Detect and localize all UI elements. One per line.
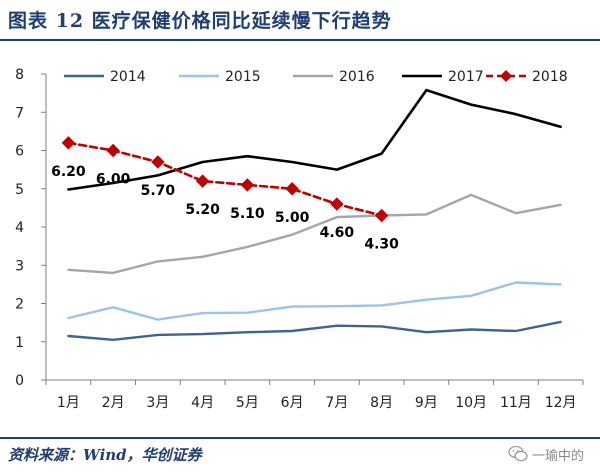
series-point-2018 xyxy=(195,174,210,188)
series-point-2018 xyxy=(106,143,120,158)
series-point-2018 xyxy=(240,178,255,192)
x-tick-label: 8月 xyxy=(370,395,393,411)
series-line-2016 xyxy=(67,193,562,275)
y-tick-label: 2 xyxy=(15,297,24,313)
legend-label-2018: 2018 xyxy=(532,69,568,85)
series-line-2018 xyxy=(67,141,383,217)
series-point-2018 xyxy=(151,155,165,169)
data-label: 5.00 xyxy=(275,210,310,226)
x-tick-label: 4月 xyxy=(191,395,214,411)
x-tick-label: 1月 xyxy=(57,395,80,411)
legend-label-2016: 2016 xyxy=(339,69,375,85)
top-rule xyxy=(0,39,600,41)
data-label: 5.70 xyxy=(141,183,176,199)
source-note: 资料来源：Wind，华创证券 xyxy=(8,446,202,464)
legend-label-2014: 2014 xyxy=(110,69,146,85)
series-line-2014 xyxy=(67,320,562,341)
watermark: 一瑜中的 xyxy=(503,440,588,468)
y-tick-label: 5 xyxy=(15,182,24,198)
x-tick-label: 5月 xyxy=(236,395,259,411)
series-point-2018 xyxy=(374,208,389,223)
y-tick-label: 3 xyxy=(15,258,24,274)
legend-label-2015: 2015 xyxy=(225,69,261,85)
y-tick-label: 1 xyxy=(15,335,24,351)
y-tick-label: 4 xyxy=(15,220,24,236)
y-tick-label: 8 xyxy=(15,67,24,83)
chart: 0 1 2 3 4 5 6 7 8 1月 2月 3月 4月 5月 6月 7月 8月 9月 10月 11月 12月 6.2… xyxy=(15,67,584,411)
chart-legend: 2014 2015 2016 2017 2018 xyxy=(64,69,568,85)
x-tick-label: 11月 xyxy=(500,395,532,411)
data-label: 4.30 xyxy=(364,237,399,253)
data-label: 5.20 xyxy=(185,202,220,218)
x-tick-label: 12月 xyxy=(545,395,577,411)
wechat-icon xyxy=(508,445,528,462)
figure-title: 图表 12 医疗保健价格同比延续慢下行趋势 xyxy=(8,10,392,32)
data-label: 4.60 xyxy=(320,225,355,241)
series-point-2018 xyxy=(285,182,299,196)
x-tick-label: 10月 xyxy=(455,395,487,411)
series-point-2018 xyxy=(61,136,76,150)
x-tick-label: 6月 xyxy=(281,395,304,411)
series-line-2017 xyxy=(67,88,562,191)
x-tick-label: 7月 xyxy=(325,395,348,411)
y-tick-label: 7 xyxy=(15,105,24,121)
data-label: 6.00 xyxy=(96,172,131,188)
chart-labels: 6.20 6.00 5.70 5.20 5.10 5.00 4.60 4.30 xyxy=(51,164,399,253)
legend-marker-2018 xyxy=(500,70,512,82)
bottom-rule xyxy=(0,437,600,439)
watermark-text: 一瑜中的 xyxy=(531,448,584,464)
x-tick-label: 2月 xyxy=(102,395,125,411)
data-label: 5.10 xyxy=(230,206,265,222)
data-label: 6.20 xyxy=(51,164,86,180)
title-bar: 图表 12 医疗保健价格同比延续慢下行趋势 xyxy=(0,0,600,36)
y-tick-label: 0 xyxy=(15,373,24,389)
series-line-2015 xyxy=(67,281,562,321)
chart-axes: 0 1 2 3 4 5 6 7 8 1月 2月 3月 4月 5月 6月 7月 8月 9月 10月 11月 12月 xyxy=(15,67,584,411)
x-tick-label: 9月 xyxy=(415,395,438,411)
series-point-2018 xyxy=(330,197,344,211)
y-tick-label: 6 xyxy=(15,144,24,160)
legend-label-2017: 2017 xyxy=(448,69,484,85)
chart-series xyxy=(67,88,562,341)
x-tick-label: 3月 xyxy=(146,395,169,411)
chart-markers xyxy=(61,136,389,223)
